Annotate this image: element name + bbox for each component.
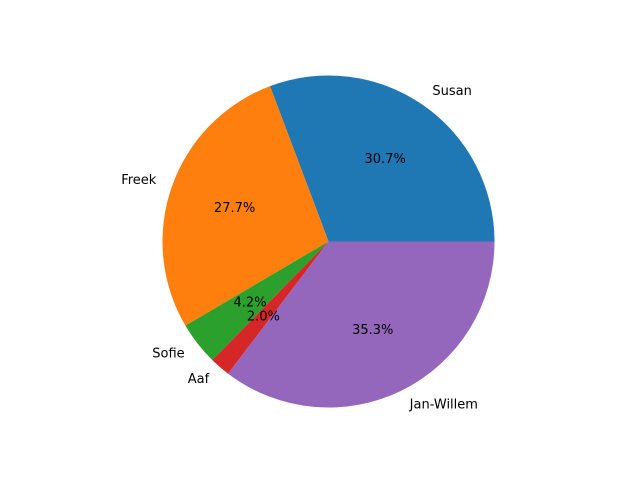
pct-label-sofie: 4.2% (234, 295, 267, 310)
slice-label-susan: Susan (432, 84, 471, 99)
pie-slice-jan-willem (228, 241, 495, 408)
pie-slice-susan (270, 75, 495, 242)
pie-slice-sofie (185, 241, 329, 361)
pct-label-freek: 27.7% (214, 201, 255, 216)
pie-slice-freek (162, 86, 329, 326)
pie-slices (162, 75, 495, 408)
pct-label-aaf: 2.0% (247, 309, 280, 324)
pie-labels: Susan 30.7% Freek 27.7% Sofie 4.2% Aaf 2.0% Jan-… (121, 84, 478, 413)
slice-label-freek: Freek (121, 173, 157, 188)
slice-label-aaf: Aaf (188, 372, 210, 387)
pie-slice-aaf (212, 241, 329, 374)
pct-label-susan: 30.7% (365, 152, 406, 167)
pct-label-jan-willem: 35.3% (352, 323, 393, 338)
slice-label-sofie: Sofie (152, 346, 184, 361)
slice-label-jan-willem: Jan-Willem (409, 398, 478, 413)
